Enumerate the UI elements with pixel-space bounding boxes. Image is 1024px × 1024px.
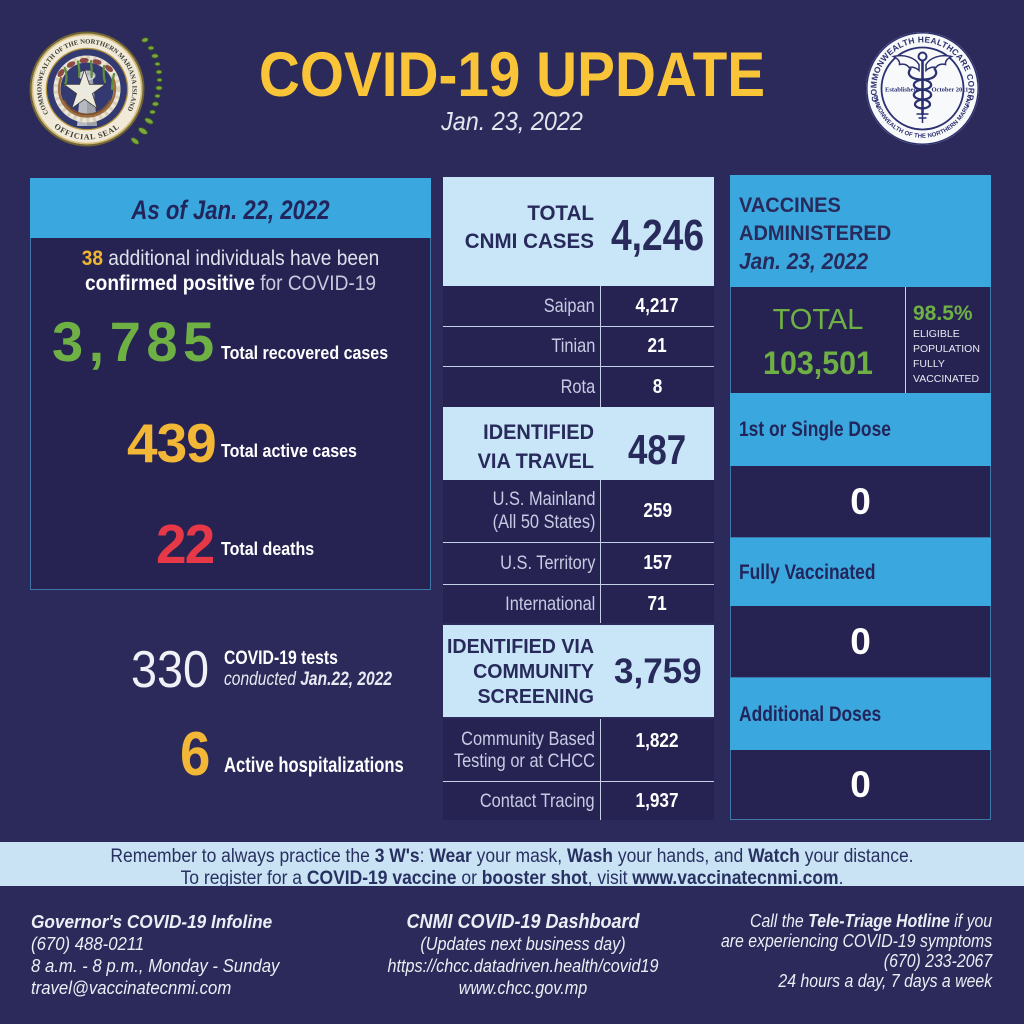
svg-text:Established: Established — [885, 87, 918, 94]
svg-text:October 2011: October 2011 — [932, 87, 969, 94]
